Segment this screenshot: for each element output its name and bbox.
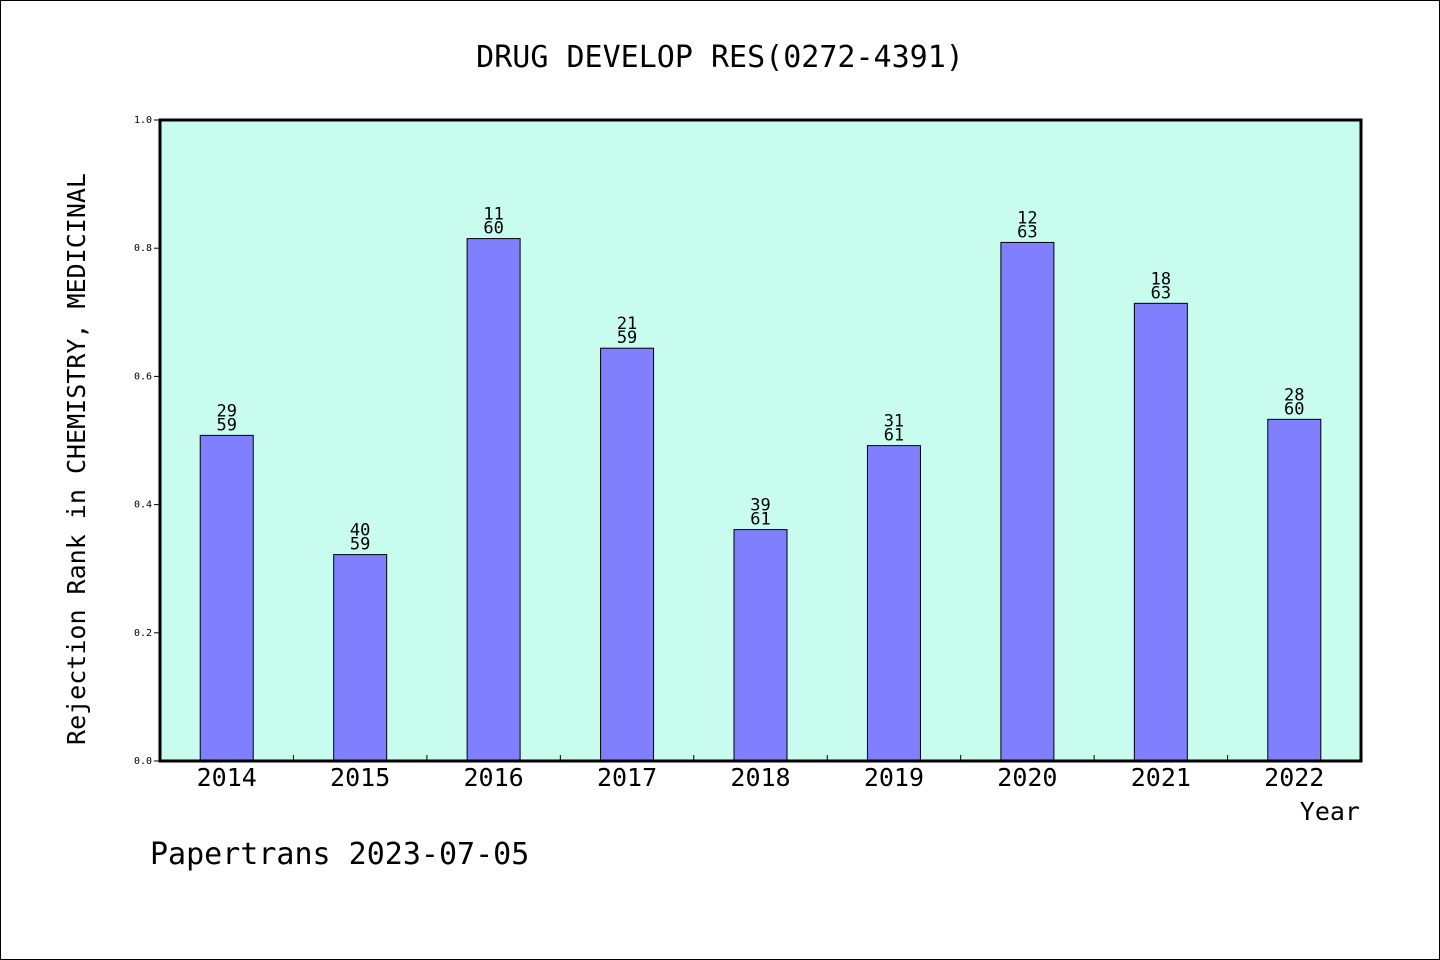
data-label-top: 21 xyxy=(617,314,637,334)
data-label-bottom: 63 xyxy=(1151,283,1171,303)
bar-2020 xyxy=(1000,241,1055,762)
data-label-bottom: 61 xyxy=(750,510,770,530)
data-label-bottom: 59 xyxy=(617,328,637,348)
data-label-top: 12 xyxy=(1017,208,1037,228)
data-label-top: 40 xyxy=(350,521,370,541)
y-axis-label: Rejection Rank in CHEMISTRY, MEDICINAL xyxy=(62,173,91,745)
data-label-top: 28 xyxy=(1284,385,1304,405)
data-label-top: 29 xyxy=(216,401,236,421)
bar-2017 xyxy=(600,347,655,762)
y-tick-label: 0.6 xyxy=(134,371,152,382)
x-tick-label: 2014 xyxy=(197,763,257,792)
chart-title: DRUG DEVELOP RES(0272-4391) xyxy=(476,40,964,75)
bar-2019 xyxy=(866,445,921,762)
x-tick-label: 2021 xyxy=(1131,763,1191,792)
bars xyxy=(199,238,1322,762)
x-tick-label: 2015 xyxy=(330,763,390,792)
bar-2014 xyxy=(199,434,254,762)
data-label-bottom: 61 xyxy=(884,426,904,446)
footer-caption: Papertrans 2023-07-05 xyxy=(150,837,529,872)
y-tick-label: 0.4 xyxy=(134,500,152,511)
x-tick-label: 2017 xyxy=(597,763,657,792)
data-label-bottom: 59 xyxy=(350,535,370,555)
x-tick-label: 2018 xyxy=(730,763,790,792)
y-axis: 0.0 0.2 0.4 0.6 0.8 1.0 xyxy=(134,115,160,767)
x-tick-label: 2020 xyxy=(997,763,1057,792)
x-tick-label: 2022 xyxy=(1264,763,1324,792)
data-label-bottom: 59 xyxy=(216,415,236,435)
data-label-bottom: 60 xyxy=(483,219,503,239)
bar-2022 xyxy=(1267,418,1322,762)
plot-frame xyxy=(158,118,1363,763)
data-label-top: 18 xyxy=(1151,269,1171,289)
y-tick-label: 0.2 xyxy=(134,628,152,639)
y-tick-label: 0.0 xyxy=(134,756,152,767)
bar-2021 xyxy=(1133,302,1188,762)
y-tick-label: 1.0 xyxy=(134,115,152,126)
data-label-top: 11 xyxy=(483,205,503,225)
data-label-top: 31 xyxy=(884,412,904,432)
x-tick-label: 2016 xyxy=(464,763,524,792)
y-tick-label: 0.8 xyxy=(134,243,152,254)
x-axis-label: Year xyxy=(1300,797,1360,826)
x-tick-label: 2019 xyxy=(864,763,924,792)
bar-2016 xyxy=(466,238,521,762)
x-axis: 2014 2015 2016 2017 2018 2019 2020 2021 2022 xyxy=(197,755,1324,792)
data-label-bottom: 63 xyxy=(1017,222,1037,242)
bar-2018 xyxy=(733,529,788,762)
data-label-top: 39 xyxy=(750,496,770,516)
bar-2015 xyxy=(333,554,388,762)
data-label-bottom: 60 xyxy=(1284,399,1304,419)
